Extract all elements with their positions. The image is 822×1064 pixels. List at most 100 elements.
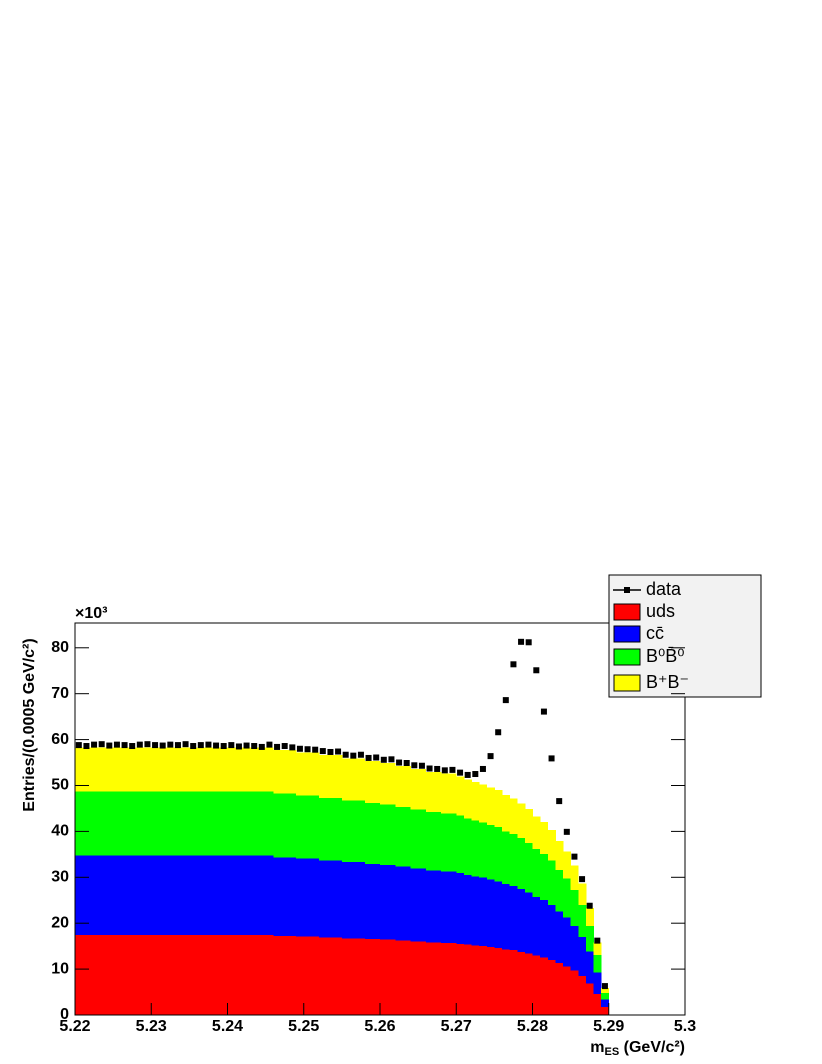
histogram-bin xyxy=(189,747,198,792)
histogram-bin xyxy=(601,1006,610,1016)
histogram-bin xyxy=(471,819,480,877)
histogram-bin xyxy=(357,758,366,801)
histogram-bin xyxy=(578,936,587,976)
histogram-bin xyxy=(463,779,472,819)
histogram-bin xyxy=(441,773,450,814)
histogram-bin xyxy=(90,934,99,1016)
histogram-bin xyxy=(502,883,511,950)
histogram-bin xyxy=(517,803,526,839)
data-point xyxy=(281,743,288,750)
histogram-bin xyxy=(463,944,472,1016)
legend-marker xyxy=(624,587,630,593)
data-point xyxy=(121,742,128,749)
y-tick-label: 50 xyxy=(51,777,69,794)
histogram-bin xyxy=(364,938,373,1016)
histogram-bin xyxy=(197,791,206,856)
histogram-bin xyxy=(395,940,404,1016)
histogram-bin xyxy=(105,855,114,936)
histogram-bin xyxy=(97,791,106,856)
data-point xyxy=(174,742,181,749)
y-multiplier: ×10³ xyxy=(75,605,107,622)
histogram-bin xyxy=(113,855,122,936)
histogram-bin xyxy=(524,891,533,954)
histogram-bin xyxy=(311,858,320,937)
data-point xyxy=(441,767,448,774)
histogram-bin xyxy=(486,824,495,880)
histogram-bin xyxy=(212,791,221,856)
histogram-bin xyxy=(349,800,358,863)
histogram-bin xyxy=(578,904,587,937)
histogram-bin xyxy=(296,795,305,859)
histogram-bin xyxy=(410,808,419,869)
histogram-bin xyxy=(433,811,442,871)
histogram-bin xyxy=(380,763,389,805)
histogram-bin xyxy=(410,941,419,1016)
data-point xyxy=(205,741,212,748)
x-tick-label: 5.3 xyxy=(674,1018,696,1035)
histogram-bin xyxy=(212,855,221,936)
histogram-bin xyxy=(242,934,251,1016)
histogram-bin xyxy=(601,987,610,993)
histogram-bin xyxy=(524,808,533,843)
data-point xyxy=(235,743,242,750)
histogram-bin xyxy=(334,936,343,1016)
histogram-bin xyxy=(219,934,228,1016)
histogram-bin xyxy=(151,934,160,1016)
legend-label: cc̄ xyxy=(646,623,664,643)
histogram-bin xyxy=(555,911,564,964)
x-tick-label: 5.26 xyxy=(364,1018,395,1035)
histogram-bin xyxy=(524,842,533,893)
histogram-bin xyxy=(509,833,518,886)
histogram-bin xyxy=(181,855,190,936)
histogram-bin xyxy=(570,865,579,891)
histogram-bin xyxy=(90,791,99,856)
histogram-bin xyxy=(593,971,602,994)
data-point xyxy=(457,769,464,776)
histogram-bin xyxy=(563,851,572,879)
data-point xyxy=(495,729,502,736)
x-axis-label: mES (GeV/c²) xyxy=(590,1039,685,1058)
data-point xyxy=(220,743,227,750)
histogram-bin xyxy=(547,830,556,861)
data-point xyxy=(418,762,425,769)
histogram-bin xyxy=(433,869,442,943)
histogram-bin xyxy=(166,791,175,856)
histogram-bin xyxy=(532,896,541,956)
histogram-bin xyxy=(288,793,297,858)
data-point xyxy=(403,760,410,766)
histogram-bin xyxy=(128,747,137,792)
histogram-bin xyxy=(258,934,267,1016)
histogram-bin xyxy=(364,863,373,940)
histogram-bin xyxy=(494,790,503,828)
histogram-bin xyxy=(265,791,274,856)
histogram-bin xyxy=(395,866,404,941)
histogram-bin xyxy=(82,791,91,856)
data-point xyxy=(319,748,326,755)
histogram-bin xyxy=(113,791,122,856)
histogram-bin xyxy=(532,848,541,897)
histogram-bin xyxy=(174,747,183,792)
histogram-bin xyxy=(593,993,602,1016)
histogram-bin xyxy=(555,869,564,912)
histogram-bin xyxy=(75,934,84,1016)
histogram-bin xyxy=(479,822,488,878)
histogram-bin xyxy=(395,766,404,808)
histogram-bin xyxy=(425,869,434,943)
histogram-bin xyxy=(174,934,183,1016)
data-point xyxy=(510,661,517,668)
histogram-bin xyxy=(303,752,312,796)
legend-label: uds xyxy=(646,601,675,621)
histogram-bin xyxy=(120,747,129,792)
histogram-bin xyxy=(296,858,305,937)
histogram-bin xyxy=(349,758,358,801)
histogram-bin xyxy=(204,855,213,936)
data-point xyxy=(152,742,159,749)
data-point xyxy=(350,752,357,759)
data-point xyxy=(571,853,578,860)
histogram-bin xyxy=(212,747,221,792)
histogram-bin xyxy=(151,791,160,856)
histogram-bin xyxy=(303,795,312,859)
histogram-bin xyxy=(517,837,526,890)
histogram-bin xyxy=(578,975,587,1016)
data-point xyxy=(144,741,151,748)
